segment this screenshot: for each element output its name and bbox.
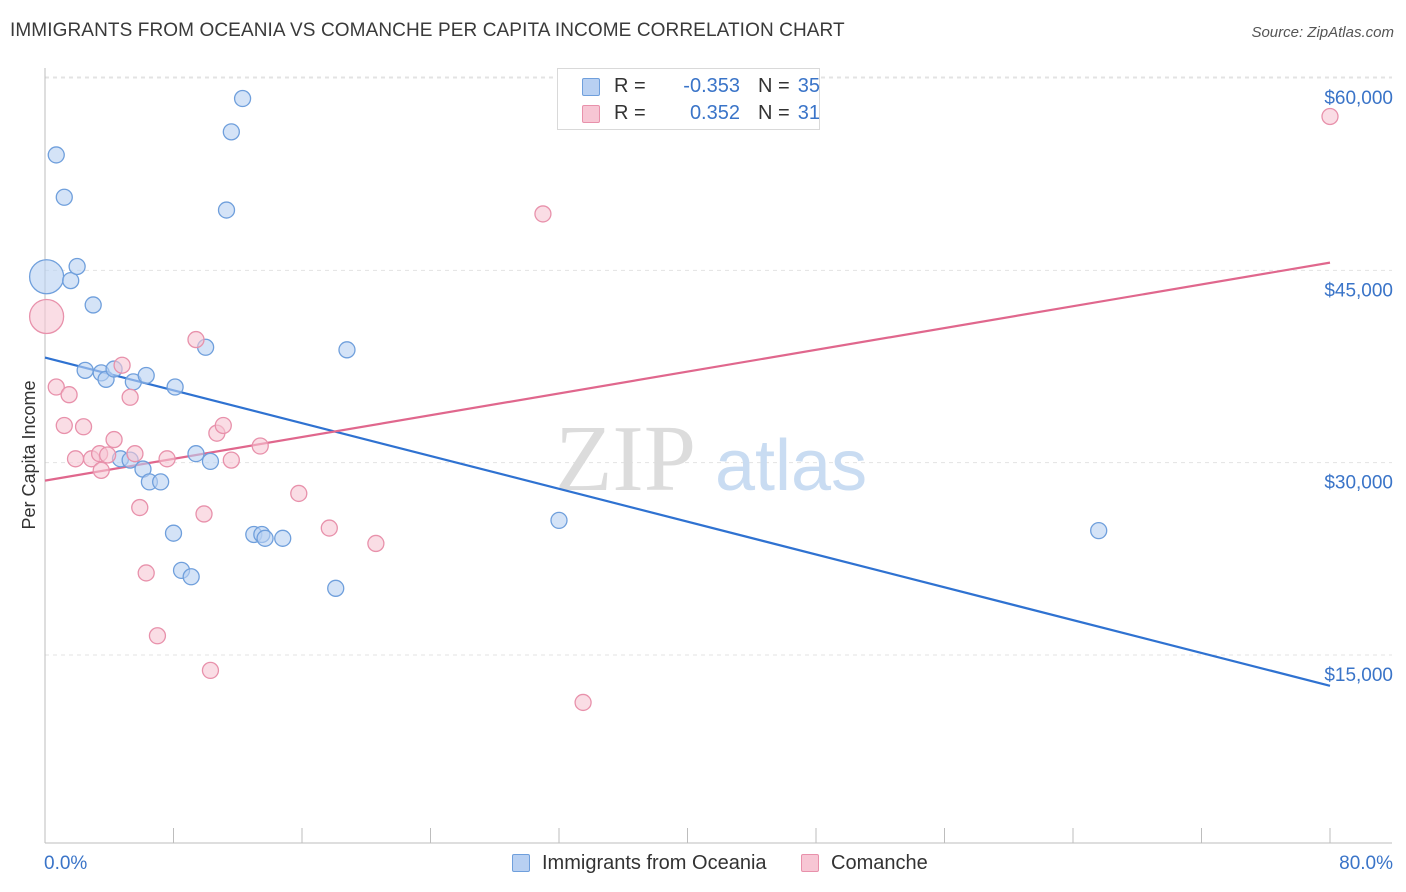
axes — [44, 68, 1392, 844]
comanche-point — [126, 445, 144, 463]
oceania-point — [62, 271, 80, 290]
comanche-point — [47, 378, 65, 396]
comanche-point — [148, 627, 167, 645]
legend-label: Immigrants from Oceania — [542, 852, 767, 874]
watermark-zip: ZIP — [555, 407, 696, 511]
comanche-point — [214, 416, 232, 435]
comanche-point — [187, 330, 205, 349]
watermark: ZIP atlas — [555, 407, 867, 511]
comanche-point — [121, 388, 139, 406]
oceania-point — [550, 511, 568, 530]
comanche-point — [105, 430, 123, 449]
y-tick-label: $60,000 — [1324, 88, 1393, 109]
oceania-point — [151, 473, 170, 491]
comanche-point — [60, 386, 78, 404]
oceania-point — [222, 123, 240, 141]
comanche-point — [222, 451, 240, 469]
data-points — [28, 89, 1339, 712]
x-tick-label: 80.0% — [1339, 853, 1393, 874]
oceania-point — [274, 529, 292, 547]
comanche-point — [66, 450, 85, 468]
oceania-point — [84, 296, 102, 314]
comanche-point — [98, 446, 117, 464]
source-credit: Source: ZipAtlas.com — [1251, 24, 1394, 41]
n-value: 31 — [797, 102, 820, 124]
n-label: N = — [758, 102, 790, 124]
oceania-point — [201, 452, 220, 471]
comanche-point — [320, 519, 338, 537]
r-label: R = — [614, 102, 646, 124]
oceania-point — [76, 361, 94, 379]
comanche-point — [137, 564, 155, 582]
oceania-point — [164, 524, 183, 542]
r-label: R = — [614, 75, 646, 97]
y-tick-label: $15,000 — [1324, 665, 1393, 686]
n-value: 35 — [797, 75, 820, 97]
comanche-swatch — [801, 854, 819, 872]
oceania-point — [47, 146, 65, 164]
oceania-point — [28, 259, 65, 295]
y-tick-label: $45,000 — [1324, 280, 1393, 301]
comanche-point — [113, 356, 131, 374]
comanche-point — [55, 416, 73, 435]
comanche-point — [201, 661, 220, 680]
comanche-point — [74, 418, 93, 436]
oceania-point — [1090, 521, 1108, 540]
oceania-swatch — [512, 854, 530, 872]
r-value: -0.353 — [683, 75, 740, 97]
comanche-point — [1321, 107, 1339, 126]
comanche-point — [195, 505, 213, 523]
oceania-point — [187, 445, 205, 463]
oceania-point — [233, 89, 252, 108]
comanche-point — [290, 484, 308, 503]
r-value: 0.352 — [689, 102, 740, 124]
oceania-point — [55, 188, 73, 206]
x-tick-label: 0.0% — [44, 853, 87, 874]
legend-item-comanche: Comanche — [801, 852, 928, 875]
comanche-point — [158, 450, 176, 468]
y-axis-label: Per Capita Income — [19, 380, 39, 529]
oceania-point — [338, 341, 356, 359]
legend-label: Comanche — [831, 852, 928, 874]
oceania-point — [182, 568, 200, 586]
chart-title: IMMIGRANTS FROM OCEANIA VS COMANCHE PER … — [10, 20, 845, 41]
comanche-point — [574, 693, 592, 712]
oceania-trend-line — [44, 356, 1331, 687]
axis-labels: $15,000 $30,000 $45,000 $60,000 0.0% 80.0% Per… — [19, 88, 1393, 874]
legend-item-oceania: Immigrants from Oceania — [512, 852, 767, 875]
oceania-point — [68, 257, 86, 276]
n-label: N = — [758, 75, 790, 97]
oceania-point — [137, 366, 155, 385]
comanche-point — [92, 461, 110, 480]
oceania-swatch — [582, 78, 600, 96]
comanche-point — [251, 437, 269, 455]
correlation-legend: R = -0.353 N = 35 R = 0.352 N = 31 — [557, 68, 820, 130]
oceania-point — [166, 378, 184, 396]
watermark-atlas: atlas — [715, 426, 867, 506]
y-tick-label: $30,000 — [1324, 473, 1393, 494]
comanche-swatch — [582, 105, 600, 123]
comanche-point — [28, 298, 65, 335]
comanche-point — [131, 498, 149, 517]
oceania-point — [217, 201, 236, 219]
comanche-point — [367, 534, 385, 553]
oceania-point — [327, 579, 345, 597]
comanche-point — [534, 205, 552, 223]
oceania-point — [256, 529, 274, 547]
